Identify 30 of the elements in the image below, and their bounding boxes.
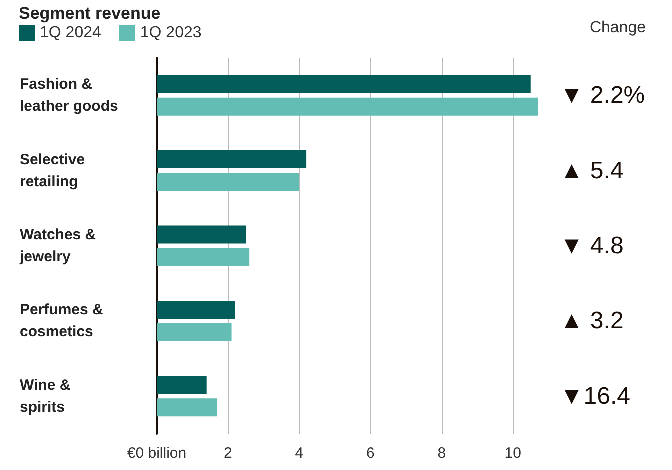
bar xyxy=(157,323,232,342)
text: ▲ 3.2 xyxy=(560,308,624,335)
x-tick-label: 6 xyxy=(366,445,375,462)
bar xyxy=(157,248,250,266)
legend-label: 1Q 2024 xyxy=(40,24,102,42)
text: ▼ 4.8 xyxy=(560,232,624,260)
bar xyxy=(157,398,218,417)
legend-label: 1Q 2023 xyxy=(140,24,202,42)
text: ▼16.4 xyxy=(560,382,630,410)
chart-title: Segment revenue xyxy=(19,4,161,23)
x-tick-label: 8 xyxy=(438,445,446,462)
bar xyxy=(157,173,300,192)
x-tick-label: 4 xyxy=(295,445,304,462)
y-tick-label: Watches & jewelry xyxy=(19,226,96,266)
bar xyxy=(157,98,538,116)
bar xyxy=(157,300,236,319)
bar xyxy=(157,226,246,244)
text: Change xyxy=(590,20,646,36)
text: ▲ 5.4 xyxy=(560,157,624,184)
x-tick-label: €0 billion xyxy=(127,445,187,462)
y-tick-label: Fashion & leather goods xyxy=(20,76,118,116)
y-tick-label: Selective retailing xyxy=(20,151,90,190)
y-tick-label: Wine & spirits xyxy=(20,376,71,416)
x-tick-label: 10 xyxy=(504,445,522,462)
text: ▼ 2.2% xyxy=(560,82,646,110)
y-tick-label: Perfumes & cosmetics xyxy=(20,302,104,341)
bar xyxy=(157,150,307,169)
bar xyxy=(157,376,207,394)
x-tick-label: 2 xyxy=(224,445,232,462)
bar xyxy=(157,75,531,94)
